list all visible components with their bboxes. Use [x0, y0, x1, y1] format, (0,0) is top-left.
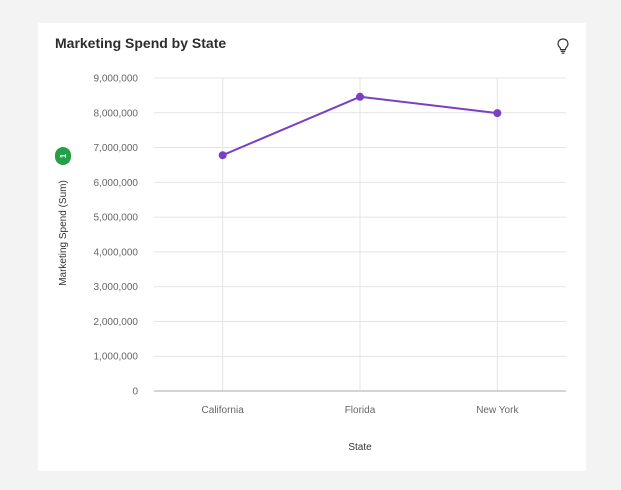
line-chart: 0 1,000,000 2,000,000 3,000,000 4,000,000 5,0… [55, 74, 566, 453]
y-tick-label: 1,000,000 [94, 352, 139, 363]
x-tick-label: New York [476, 405, 519, 416]
x-tick-labels: California Florida New York [202, 405, 520, 416]
y-tick-label: 6,000,000 [94, 178, 139, 189]
x-tick-label: Florida [345, 405, 376, 416]
chart-card: Marketing Spend by State 0 1,000,000 2,000… [38, 23, 586, 471]
y-axis-label: Marketing Spend (Sum) [58, 180, 69, 286]
y-tick-label: 3,000,000 [94, 282, 139, 293]
lightbulb-icon[interactable] [555, 37, 571, 55]
y-tick-label: 4,000,000 [94, 247, 139, 258]
y-tick-labels: 0 1,000,000 2,000,000 3,000,000 4,000,000 5,0… [94, 74, 139, 398]
chart-title: Marketing Spend by State [55, 35, 227, 51]
badge-count: 1 [59, 153, 68, 158]
y-tick-label: 5,000,000 [94, 213, 139, 224]
chart-grid [154, 77, 566, 392]
x-tick-label: California [202, 405, 245, 416]
y-tick-label: 9,000,000 [94, 74, 139, 85]
data-point[interactable] [493, 109, 502, 118]
series-layer [218, 92, 502, 160]
data-point[interactable] [356, 92, 364, 101]
y-tick-label: 2,000,000 [94, 317, 139, 328]
y-tick-label: 7,000,000 [94, 143, 139, 154]
y-tick-label: 8,000,000 [94, 108, 139, 119]
y-tick-label: 0 [132, 387, 138, 398]
x-axis-label: State [348, 442, 372, 453]
y-axis-badge: 1 [55, 147, 71, 165]
data-point[interactable] [218, 151, 227, 160]
